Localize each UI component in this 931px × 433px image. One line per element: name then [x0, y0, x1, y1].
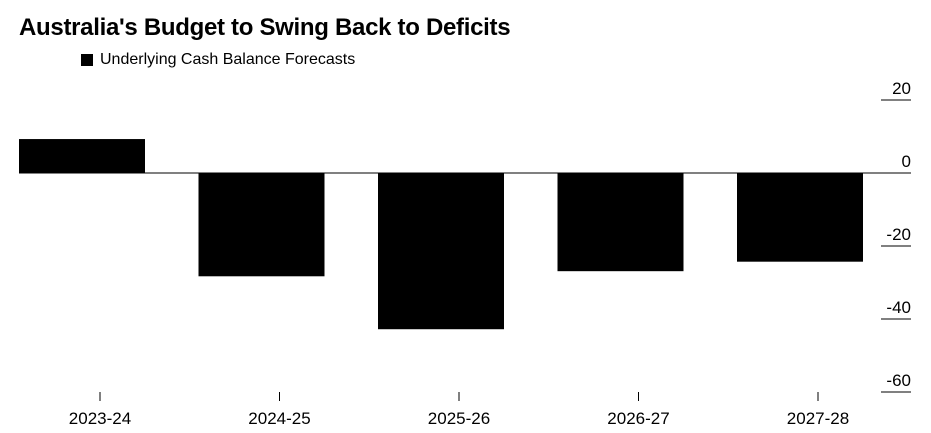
x-tick-label: 2026-27	[607, 409, 669, 428]
bar-2026-27	[557, 173, 684, 272]
bar-2024-25	[198, 173, 325, 277]
y-tick-label: -20	[886, 225, 911, 244]
bar-2025-26	[378, 173, 504, 330]
legend: Underlying Cash Balance Forecasts	[81, 51, 355, 69]
y-tick-label: -60	[886, 371, 911, 390]
x-tick-label: 2027-28	[787, 409, 849, 428]
x-tick-label: 2024-25	[248, 409, 310, 428]
legend-swatch	[81, 54, 93, 66]
x-tick-label: 2023-24	[69, 409, 131, 428]
bar-2023-24	[19, 139, 145, 173]
y-tick-label: 0	[902, 152, 911, 171]
y-tick-label: -40	[886, 298, 911, 317]
x-tick-label: 2025-26	[428, 409, 490, 428]
legend-label: Underlying Cash Balance Forecasts	[100, 51, 356, 68]
bar-2027-28	[737, 173, 863, 262]
chart-title: Australia's Budget to Swing Back to Defi…	[19, 14, 511, 41]
y-tick-label: 20	[892, 79, 911, 98]
